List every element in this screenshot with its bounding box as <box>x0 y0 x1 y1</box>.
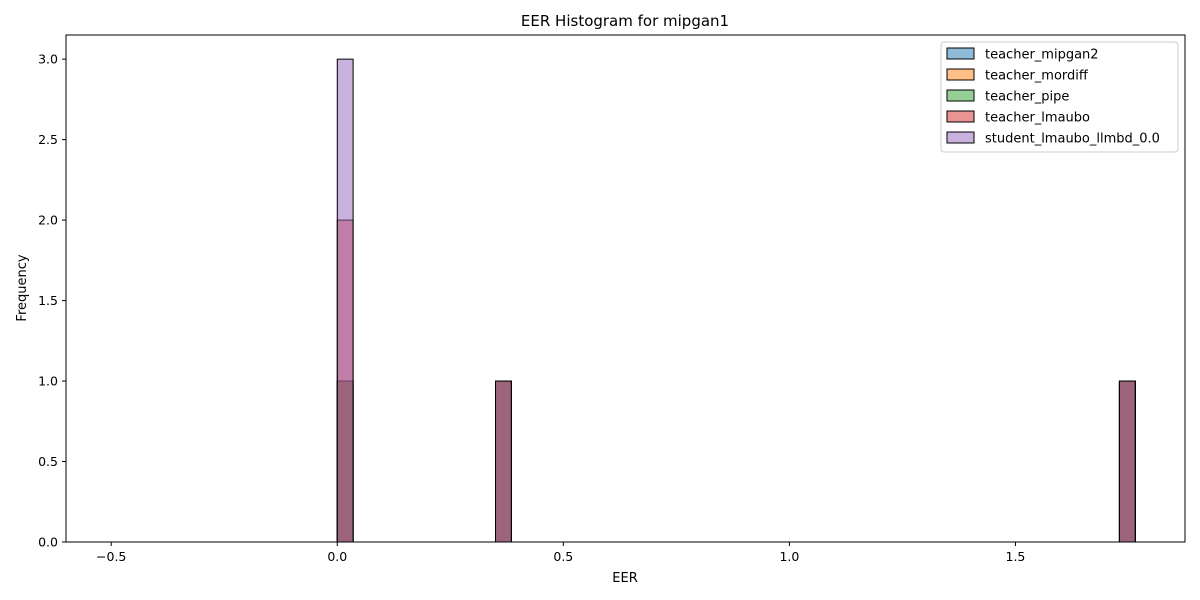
legend-box <box>940 41 1179 153</box>
y-tick-label: 3.0 <box>38 52 58 67</box>
histogram-bar-4-2 <box>1118 380 1136 543</box>
legend-label: teacher_mipgan2 <box>985 48 1099 63</box>
legend-swatch <box>946 89 975 102</box>
chart-title: EER Histogram for mipgan1 <box>521 12 729 30</box>
y-tick-label: 2.5 <box>38 132 58 147</box>
x-tick-label: 0.0 <box>327 549 347 564</box>
legend-swatch <box>946 131 975 144</box>
legend-swatch <box>946 47 975 60</box>
histogram-bar-4-0 <box>336 58 354 543</box>
histogram-bar-4-1 <box>495 380 512 543</box>
legend-label: teacher_pipe <box>985 90 1069 105</box>
y-tick-label: 1.5 <box>38 293 58 308</box>
y-axis-ticks: 0.0 0.5 1.0 1.5 2.0 2.5 3.0 <box>38 52 66 550</box>
x-tick-label: 1.5 <box>1006 549 1026 564</box>
y-tick-label: 1.0 <box>38 374 58 389</box>
x-axis-ticks: −0.5 0.0 0.5 1.0 1.5 <box>96 542 1025 564</box>
legend-swatch <box>946 110 975 123</box>
legend-swatch <box>946 68 975 81</box>
y-tick-label: 2.0 <box>38 213 58 228</box>
x-tick-label: −0.5 <box>96 549 126 564</box>
x-tick-label: 0.5 <box>553 549 573 564</box>
legend: teacher_mipgan2 teacher_mordiff teacher_pi… <box>940 41 1179 153</box>
y-axis-label: Frequency <box>15 254 30 321</box>
y-tick-label: 0.5 <box>38 454 58 469</box>
legend-label: teacher_mordiff <box>985 69 1089 84</box>
x-tick-label: 1.0 <box>779 549 799 564</box>
y-tick-label: 0.0 <box>38 535 58 550</box>
legend-label: student_lmaubo_llmbd_0.0 <box>985 132 1160 147</box>
plot-frame <box>65 34 1186 543</box>
x-axis-label: EER <box>612 571 637 586</box>
legend-label: teacher_lmaubo <box>985 111 1090 126</box>
